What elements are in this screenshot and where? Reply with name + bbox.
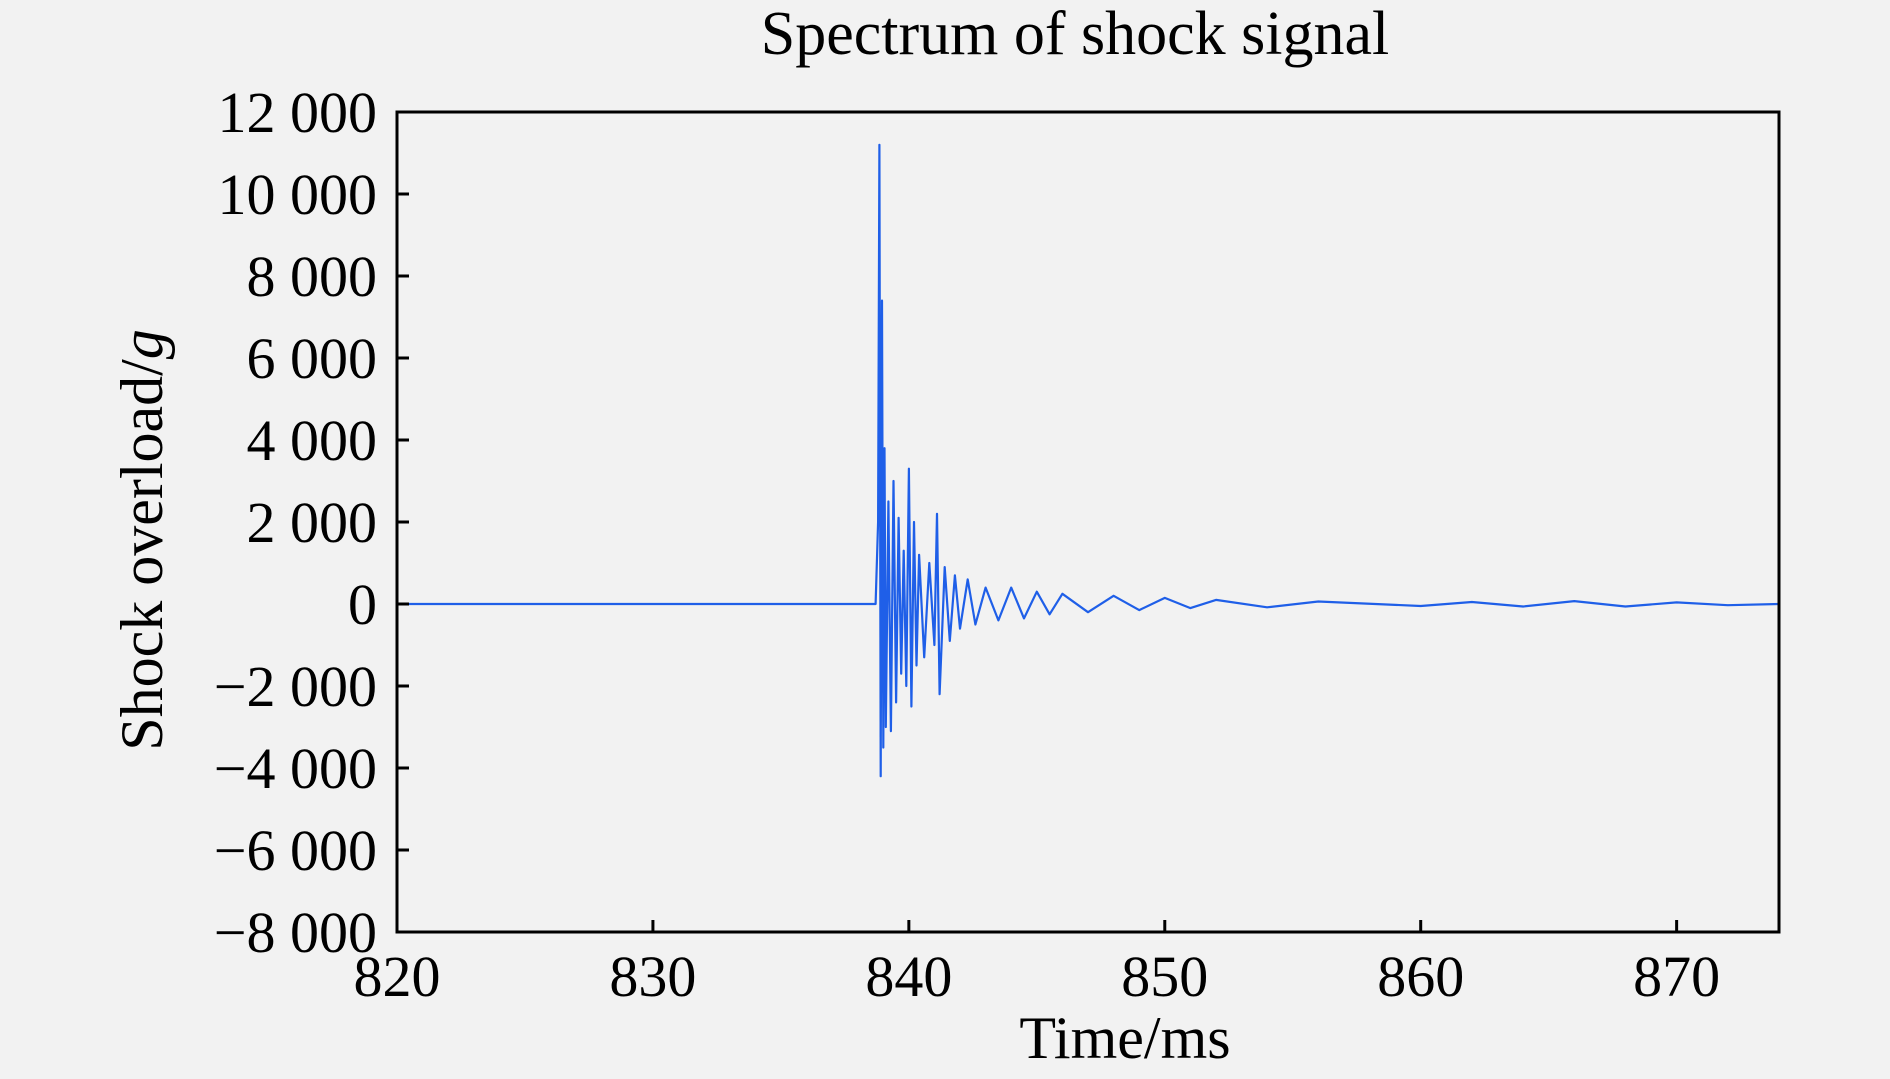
- y-axis-label-text: Shock overload/g: [109, 329, 175, 751]
- data-point: [943, 566, 946, 568]
- y-tick-label: 6 000: [247, 326, 378, 391]
- data-point: [882, 746, 885, 749]
- data-point: [1087, 611, 1089, 613]
- y-tick-label: 12 000: [218, 80, 378, 145]
- data-point: [1471, 601, 1473, 603]
- data-point: [908, 467, 910, 470]
- x-tick-label: 820: [354, 944, 441, 1009]
- data-point: [1036, 590, 1038, 593]
- data-point: [1010, 586, 1012, 589]
- y-tick-label: 10 000: [218, 162, 378, 227]
- data-point: [1727, 604, 1729, 606]
- data-point: [1317, 600, 1320, 603]
- data-point: [885, 726, 887, 728]
- data-point: [1112, 595, 1115, 597]
- data-point: [918, 554, 920, 556]
- data-point: [966, 578, 969, 581]
- data-point: [902, 549, 905, 552]
- data-point: [933, 644, 936, 646]
- data-point: [874, 603, 877, 605]
- x-tick-label: 830: [609, 944, 696, 1009]
- chart-title-text: Spectrum of shock signal: [761, 0, 1390, 68]
- y-tick-label: −6 000: [214, 818, 377, 883]
- data-point: [1023, 617, 1025, 620]
- x-axis-label-text: Time/ms: [1019, 1005, 1230, 1071]
- data-point: [1189, 607, 1192, 609]
- data-point: [954, 574, 956, 577]
- data-point: [913, 521, 915, 523]
- data-point: [881, 299, 883, 302]
- y-axis-label-unit: g: [109, 329, 175, 359]
- chart-title: Spectrum of shock signal: [761, 0, 1390, 68]
- data-point: [910, 705, 913, 708]
- data-point: [1573, 600, 1576, 602]
- data-point: [1048, 613, 1051, 616]
- y-tick-label: −2 000: [214, 654, 377, 719]
- data-point: [879, 775, 882, 777]
- data-point: [897, 517, 900, 519]
- series-line-0: [397, 143, 1780, 778]
- data-point: [1419, 605, 1422, 607]
- data-point: [900, 672, 902, 675]
- data-point: [1522, 605, 1524, 608]
- y-tick-label: 2 000: [247, 490, 378, 555]
- data-point: [905, 685, 908, 687]
- y-tick-label: −4 000: [214, 736, 377, 801]
- data-point: [923, 656, 925, 659]
- data-point: [877, 521, 879, 523]
- data-point: [892, 480, 895, 482]
- data-point: [1138, 609, 1140, 611]
- data-point: [1266, 606, 1268, 609]
- x-tick-label: 850: [1121, 944, 1208, 1009]
- data-point: [883, 447, 886, 450]
- data-point: [928, 562, 931, 564]
- data-point: [997, 619, 1000, 622]
- y-tick-label: 0: [348, 572, 377, 637]
- data-point: [1215, 599, 1217, 601]
- x-axis: 820 830 840 850 860 870: [354, 920, 1720, 1009]
- data-point: [915, 664, 918, 667]
- y-tick-label: 8 000: [247, 244, 378, 309]
- data-point: [887, 500, 890, 503]
- x-axis-label: Time/ms: [1019, 1005, 1230, 1071]
- y-axis-label: Shock overload/g: [109, 329, 175, 751]
- x-tick-label: 860: [1377, 944, 1464, 1009]
- y-axis: −8 000 −6 000 −4 000 −2 000 0 2 000 4 000 6 000…: [214, 80, 409, 965]
- y-axis-label-main: Shock overload/: [109, 359, 175, 751]
- data-point: [974, 623, 977, 626]
- data-point: [984, 586, 987, 589]
- data-point: [1624, 605, 1627, 608]
- data-point: [895, 701, 897, 704]
- y-tick-label: −8 000: [214, 900, 377, 965]
- data-point: [959, 627, 961, 630]
- data-point: [936, 513, 938, 515]
- data-point: [890, 730, 892, 732]
- y-tick-label: 4 000: [247, 408, 378, 473]
- data-point: [949, 640, 951, 642]
- x-tick-label: 840: [865, 944, 952, 1009]
- data-point: [878, 144, 881, 146]
- x-tick-label: 870: [1633, 944, 1720, 1009]
- data-point: [1675, 601, 1678, 604]
- plot-frame: [395, 110, 1781, 934]
- data-point: [1061, 593, 1064, 595]
- data-point: [1164, 597, 1166, 599]
- data-point: [938, 693, 941, 695]
- plot-area: [395, 110, 1781, 934]
